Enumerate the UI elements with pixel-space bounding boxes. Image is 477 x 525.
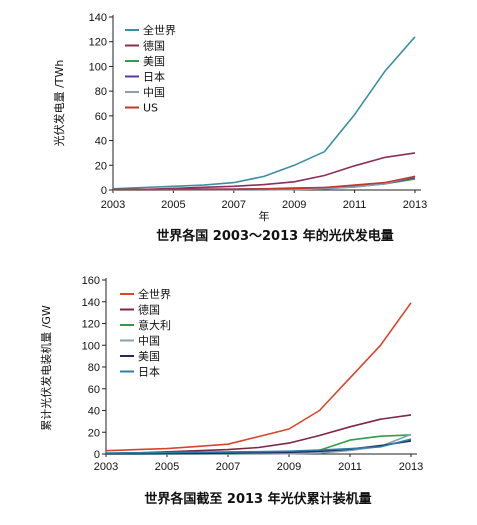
y-tick-label: 60 (95, 111, 107, 123)
legend-label: 美国 (138, 350, 160, 363)
y-tick-label: 160 (82, 275, 100, 287)
y-tick-label: 120 (89, 37, 107, 49)
legend-label: 中国 (143, 86, 165, 99)
chart-pv-generation: 0 20 40 60 80 100 120 140 2003 2005 2007 2009 2011 20… (52, 12, 427, 244)
legend-label: 德国 (143, 39, 165, 53)
x-tick-label: 2009 (282, 199, 306, 211)
legend-label: 全世界 (138, 287, 171, 301)
y-axis-title: 光伏发电量 /TWh (52, 60, 66, 147)
y-axis-title: 累计光伏发电装机量 /GW (39, 305, 53, 431)
legend-label: 全世界 (143, 23, 176, 37)
legend-label: 日本 (138, 365, 160, 379)
x-tick-label: 2003 (101, 199, 125, 211)
y-tick-label: 40 (95, 136, 107, 148)
series-line-6 (105, 438, 412, 454)
chart-caption: 世界各国截至 2013 年光伏累计装机量 (144, 491, 371, 507)
chart-caption: 世界各国 2003～2013 年的光伏发电量 (156, 228, 393, 244)
x-tick-label: 2005 (155, 461, 179, 473)
x-tick-label: 2011 (338, 461, 362, 473)
y-tick-label: 80 (88, 362, 100, 374)
x-tick-label: 2007 (216, 461, 240, 473)
series-line-6 (113, 175, 416, 191)
x-tick-label: 2003 (94, 461, 118, 473)
x-axis-title: 年 (259, 209, 270, 223)
legend-label: US (143, 102, 158, 115)
legend-label: 中国 (138, 335, 160, 348)
x-tick-label: 2009 (277, 461, 301, 473)
y-tick-label: 100 (89, 61, 107, 73)
y-tick-label: 80 (95, 86, 107, 98)
y-tick-label: 20 (88, 427, 100, 439)
legend-label: 德国 (138, 303, 160, 317)
series-line-1 (105, 302, 412, 452)
y-tick-label: 40 (88, 406, 100, 418)
y-tick-label: 140 (82, 297, 100, 309)
y-tick-label: 120 (82, 319, 100, 331)
legend-label: 美国 (143, 55, 165, 68)
legend-label: 意大利 (138, 318, 171, 332)
y-tick-label: 0 (101, 185, 107, 197)
series-line-1 (112, 36, 416, 190)
legend-label: 日本 (143, 70, 165, 84)
y-tick-label: 100 (82, 340, 100, 352)
y-tick-label: 0 (94, 449, 100, 461)
x-tick-label: 2013 (403, 199, 427, 211)
x-tick-label: 2011 (343, 199, 367, 211)
y-tick-label: 140 (89, 12, 107, 24)
x-tick-label: 2005 (161, 199, 185, 211)
chart-pv-capacity: 0 20 40 60 80 100 120 140 160 2003 2005 2007 2009 201… (39, 275, 423, 507)
x-tick-label: 2007 (222, 199, 246, 211)
y-tick-label: 60 (88, 384, 100, 396)
y-tick-label: 20 (95, 160, 107, 172)
x-tick-label: 2013 (399, 461, 423, 473)
